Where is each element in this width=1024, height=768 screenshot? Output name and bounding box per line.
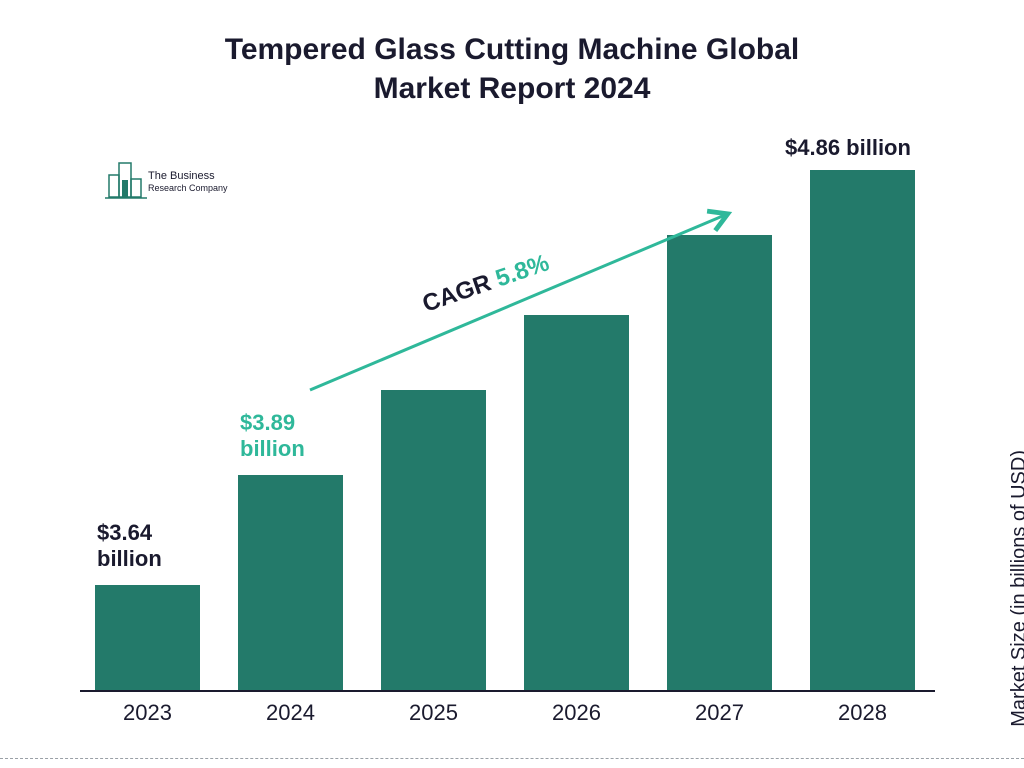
bar: [524, 315, 629, 690]
x-axis-tick-label: 2027: [667, 700, 772, 726]
bar: [810, 170, 915, 690]
bar: [667, 235, 772, 690]
company-logo-icon: [105, 155, 150, 205]
bar-value-label: $4.86 billion: [785, 135, 911, 161]
bar-value-label: $3.64billion: [97, 520, 162, 573]
logo-line-2: Research Company: [148, 183, 228, 194]
chart-title: Tempered Glass Cutting Machine Global Ma…: [0, 30, 1024, 108]
x-axis-line: [80, 690, 935, 692]
x-axis-tick-label: 2026: [524, 700, 629, 726]
cagr-value: 5.8%: [492, 249, 553, 292]
x-axis-tick-label: 2025: [381, 700, 486, 726]
cagr-label-text: CAGR: [419, 269, 495, 318]
bar: [95, 585, 200, 690]
title-line-1: Tempered Glass Cutting Machine Global: [225, 33, 800, 66]
x-axis-tick-label: 2028: [810, 700, 915, 726]
bar-value-label: $3.89billion: [240, 410, 305, 463]
bar: [238, 475, 343, 690]
logo-line-1: The Business: [148, 170, 228, 183]
title-line-2: Market Report 2024: [374, 72, 651, 105]
x-axis-tick-label: 2023: [95, 700, 200, 726]
cagr-label: CAGR 5.8%: [419, 249, 553, 318]
bar: [381, 390, 486, 690]
company-logo-text: The Business Research Company: [148, 170, 228, 194]
x-axis-tick-label: 2024: [238, 700, 343, 726]
bottom-divider: [0, 758, 1024, 759]
y-axis-label: Market Size (in billions of USD): [1008, 450, 1024, 727]
